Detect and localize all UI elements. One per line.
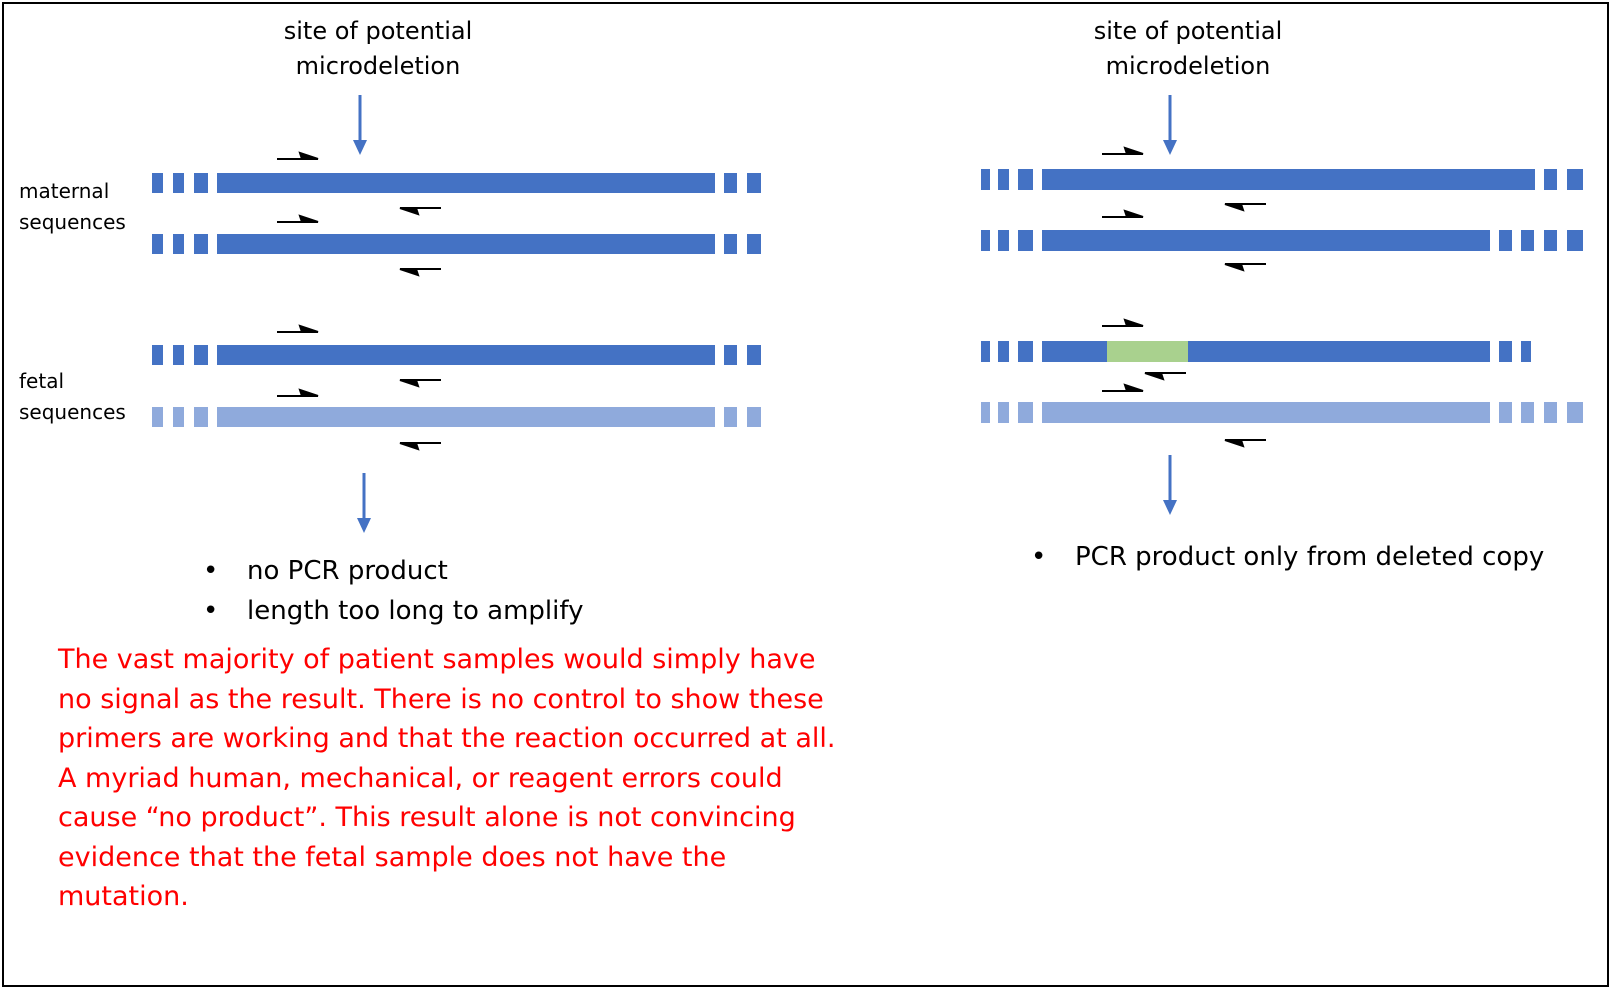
- maternal-sequences-label: maternal sequences: [19, 176, 126, 238]
- label-line: fetal: [19, 369, 64, 393]
- right-results-list: • PCR product only from deleted copy: [1031, 537, 1544, 577]
- fetal-sequence-1-right: [981, 341, 1531, 362]
- site-label-line: site of potential: [1093, 17, 1283, 45]
- maternal-sequence-2-right: [981, 230, 1583, 251]
- maternal-sequence-1: [152, 173, 761, 193]
- result-item: • no PCR product: [203, 556, 448, 586]
- label-line: maternal: [19, 179, 110, 203]
- reverse-primer: [399, 442, 441, 451]
- site-label-line: site of potential: [283, 17, 473, 45]
- forward-primer: [1102, 318, 1144, 327]
- note-paragraph: A myriad human, mechanical, or reagent e…: [58, 762, 796, 913]
- reverse-primer: [1224, 203, 1266, 212]
- result-item: • length too long to amplify: [203, 596, 584, 626]
- result-text: no PCR product: [247, 556, 448, 586]
- maternal-sequence-1-right: [981, 169, 1583, 190]
- result-text: PCR product only from deleted copy: [1075, 542, 1545, 572]
- forward-primer: [1102, 209, 1144, 218]
- site-label-right: site of potential microdeletion: [1058, 14, 1318, 84]
- site-label-line: microdeletion: [1105, 52, 1271, 80]
- forward-primer: [277, 324, 319, 333]
- maternal-sequence-2: [152, 234, 761, 254]
- result-item: • PCR product only from deleted copy: [1031, 542, 1545, 572]
- forward-primer: [277, 214, 319, 223]
- reverse-primer: [399, 207, 441, 216]
- reverse-primer: [1144, 372, 1186, 381]
- note-paragraph: The vast majority of patient samples wou…: [58, 644, 836, 754]
- reverse-primer: [1224, 263, 1266, 272]
- result-text: length too long to amplify: [247, 596, 584, 626]
- site-label-line: microdeletion: [295, 52, 461, 80]
- forward-primer: [277, 388, 319, 397]
- reverse-primer: [399, 379, 441, 388]
- fetal-sequence-2: [152, 407, 761, 427]
- fetal-sequences-label: fetal sequences: [19, 366, 126, 428]
- site-arrowhead-left: [353, 140, 367, 155]
- result-arrowhead-left: [357, 518, 371, 533]
- reverse-primer: [1224, 439, 1266, 448]
- site-arrowhead-right: [1163, 140, 1177, 155]
- fetal-sequence-1: [152, 345, 761, 365]
- forward-primer: [1102, 146, 1144, 155]
- label-line: sequences: [19, 400, 126, 424]
- critique-note: The vast majority of patient samples wou…: [58, 640, 838, 917]
- left-results-list: • no PCR product • length too long to ampl…: [203, 551, 583, 631]
- label-line: sequences: [19, 210, 126, 234]
- forward-primer: [277, 151, 319, 160]
- deletion-region: [1107, 341, 1188, 362]
- result-arrowhead-right: [1163, 500, 1177, 515]
- fetal-sequence-2-right: [981, 402, 1583, 423]
- reverse-primer: [399, 268, 441, 277]
- site-label-left: site of potential microdeletion: [248, 14, 508, 84]
- forward-primer: [1102, 383, 1144, 392]
